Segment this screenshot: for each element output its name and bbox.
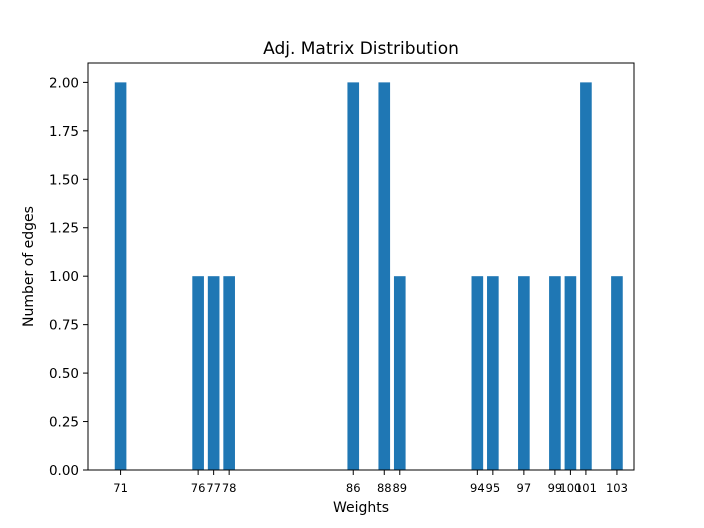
x-tick-label: 89 <box>392 481 407 495</box>
bar-88 <box>378 82 391 470</box>
x-tick-label: 103 <box>606 481 628 495</box>
x-tick-label: 76 <box>191 481 206 495</box>
y-axis-ticks: 0.00 0.25 0.50 0.75 1.00 1.25 1.50 1.75 2.00 <box>49 75 88 479</box>
bar-99 <box>549 276 561 470</box>
bar-71 <box>114 82 127 470</box>
y-tick-label: 0.50 <box>49 366 79 382</box>
y-tick-label: 1.50 <box>49 172 79 188</box>
bar-77 <box>207 276 220 470</box>
y-tick-label: 0.00 <box>49 463 79 479</box>
plot-frame <box>87 62 635 471</box>
bars-group <box>114 82 623 470</box>
x-tick-label: 78 <box>222 481 237 495</box>
y-tick-label: 0.75 <box>49 318 79 334</box>
y-tick-label: 1.00 <box>49 269 79 285</box>
x-tick-label: 88 <box>377 481 392 495</box>
bar-95 <box>487 276 499 470</box>
y-tick-label: 0.25 <box>49 415 79 431</box>
bar-94 <box>471 276 484 470</box>
x-tick-label: 77 <box>206 481 221 495</box>
bar-76 <box>192 276 204 470</box>
bar-103 <box>611 276 623 470</box>
x-axis-label: Weights <box>333 500 389 516</box>
bar-101 <box>580 82 592 470</box>
x-tick-label: 86 <box>346 481 361 495</box>
x-tick-label: 95 <box>486 481 501 495</box>
y-tick-label: 1.75 <box>49 124 79 140</box>
bar-97 <box>518 276 530 470</box>
bar-78 <box>223 276 235 470</box>
chart-title: Adj. Matrix Distribution <box>263 39 459 59</box>
y-tick-label: 1.25 <box>49 221 79 237</box>
x-tick-label: 101 <box>575 481 597 495</box>
y-tick-label: 2.00 <box>49 75 79 91</box>
x-tick-label: 71 <box>113 481 128 495</box>
x-tick-label: 94 <box>470 481 485 495</box>
x-tick-label: 97 <box>517 481 532 495</box>
x-tick-label: 100 <box>559 481 581 495</box>
bar-89 <box>393 276 406 470</box>
bar-86 <box>347 82 360 470</box>
x-tick-label: 99 <box>548 481 563 495</box>
bar-100 <box>564 276 577 470</box>
y-axis-label: Number of edges <box>21 206 37 327</box>
